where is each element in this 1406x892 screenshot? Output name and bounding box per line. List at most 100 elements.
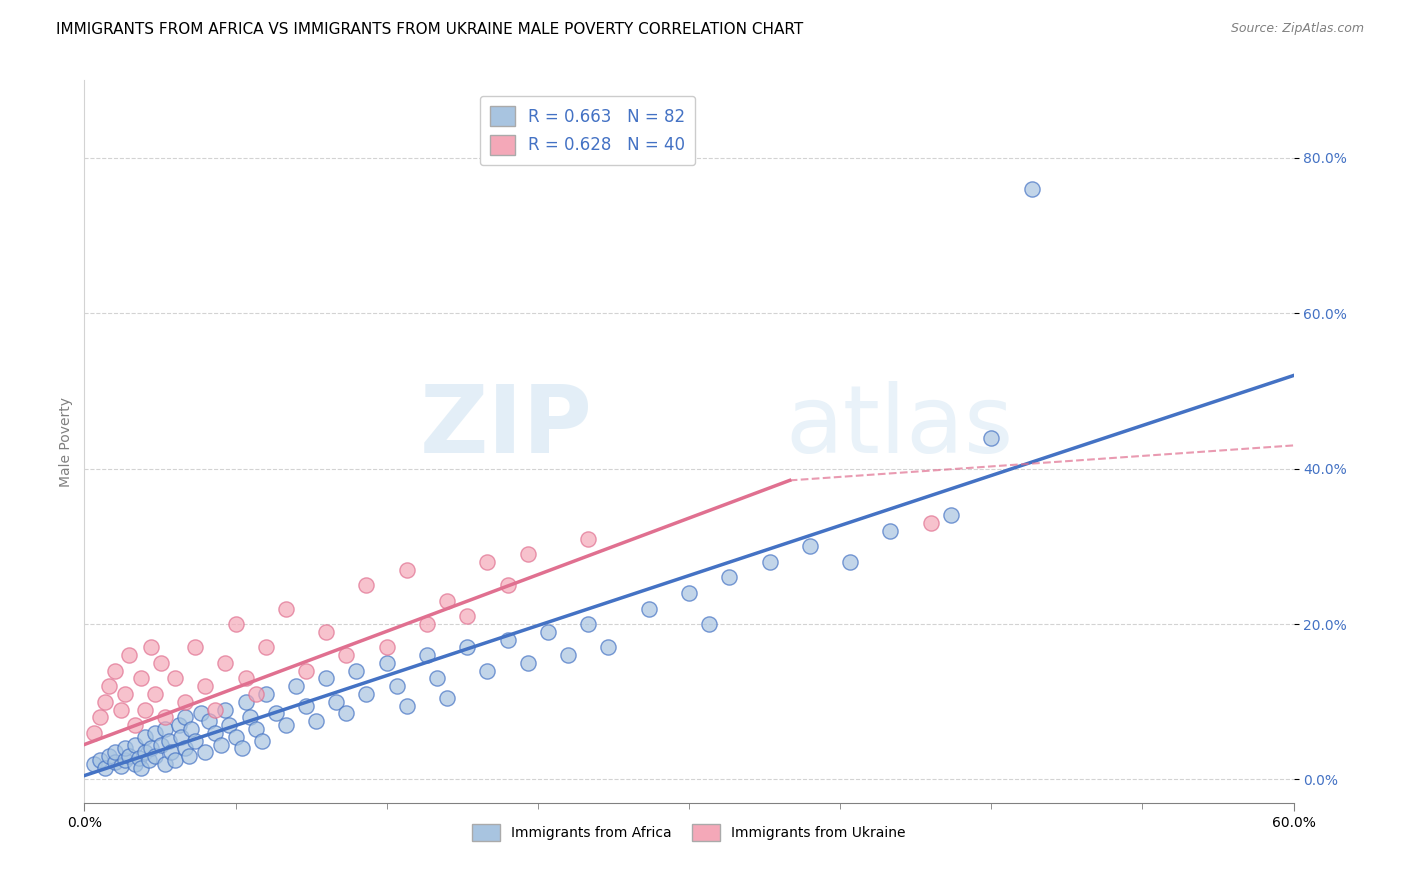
Point [235, 672, 257, 686]
Point [456, 640, 478, 655]
Point [245, 687, 267, 701]
Point [305, 714, 328, 729]
Point [143, 687, 166, 701]
Point [110, 702, 132, 716]
Point [295, 664, 318, 678]
Point [285, 679, 308, 693]
Point [254, 640, 277, 655]
Point [980, 431, 1002, 445]
Point [153, 756, 176, 771]
Point [143, 726, 166, 740]
Point [198, 714, 221, 729]
Point [346, 664, 368, 678]
Point [264, 706, 287, 721]
Point [598, 640, 620, 655]
Point [214, 702, 236, 716]
Point [1021, 182, 1043, 196]
Point [149, 738, 172, 752]
Point [134, 730, 156, 744]
Point [225, 617, 247, 632]
Point [97, 749, 120, 764]
Point [250, 733, 273, 747]
Point [718, 570, 741, 584]
Point [204, 702, 226, 716]
Point [104, 745, 127, 759]
Point [416, 648, 439, 663]
Point [879, 524, 901, 538]
Point [335, 648, 357, 663]
Point [799, 540, 821, 554]
Point [93, 695, 115, 709]
Point [214, 656, 236, 670]
Point [678, 586, 700, 600]
Point [114, 687, 136, 701]
Point [194, 679, 217, 693]
Point [143, 749, 166, 764]
Point [537, 624, 560, 639]
Point [395, 698, 418, 713]
Point [160, 745, 183, 759]
Point [134, 702, 156, 716]
Point [436, 690, 458, 705]
Point [637, 601, 659, 615]
Point [315, 672, 337, 686]
Point [139, 640, 162, 655]
Point [356, 578, 378, 592]
Point [335, 706, 357, 721]
Point [179, 749, 201, 764]
Point [477, 664, 499, 678]
Point [496, 632, 519, 647]
Point [375, 656, 398, 670]
Point [83, 726, 105, 740]
Point [174, 741, 197, 756]
Point [456, 609, 478, 624]
Point [124, 738, 146, 752]
Text: ZIP: ZIP [419, 381, 592, 473]
Text: Source: ZipAtlas.com: Source: ZipAtlas.com [1230, 22, 1364, 36]
Point [139, 741, 162, 756]
Point [557, 648, 579, 663]
Point [496, 578, 519, 592]
Point [174, 710, 197, 724]
Point [194, 745, 217, 759]
Point [325, 695, 347, 709]
Point [114, 753, 136, 767]
Point [83, 756, 105, 771]
Point [118, 749, 141, 764]
Point [920, 516, 942, 530]
Point [315, 624, 337, 639]
Point [426, 672, 449, 686]
Point [516, 656, 538, 670]
Point [516, 547, 538, 561]
Point [190, 706, 212, 721]
Point [274, 718, 297, 732]
Point [477, 555, 499, 569]
Point [128, 750, 150, 764]
Point [939, 508, 962, 523]
Point [124, 718, 146, 732]
Point [245, 722, 267, 736]
Point [124, 756, 146, 771]
Point [89, 710, 111, 724]
Point [138, 753, 160, 767]
Point [254, 687, 277, 701]
Point [184, 640, 207, 655]
Point [385, 679, 408, 693]
Point [184, 733, 207, 747]
Point [165, 753, 187, 767]
Point [114, 741, 136, 756]
Point [118, 648, 141, 663]
Point [129, 672, 152, 686]
Y-axis label: Male Poverty: Male Poverty [59, 397, 73, 486]
Point [104, 756, 127, 770]
Point [231, 741, 253, 756]
Point [167, 718, 190, 732]
Point [758, 555, 780, 569]
Legend: Immigrants from Africa, Immigrants from Ukraine: Immigrants from Africa, Immigrants from … [467, 818, 911, 847]
Point [165, 672, 187, 686]
Point [157, 733, 180, 747]
Point [104, 664, 127, 678]
Point [97, 679, 120, 693]
Point [239, 710, 262, 724]
Point [134, 745, 156, 759]
